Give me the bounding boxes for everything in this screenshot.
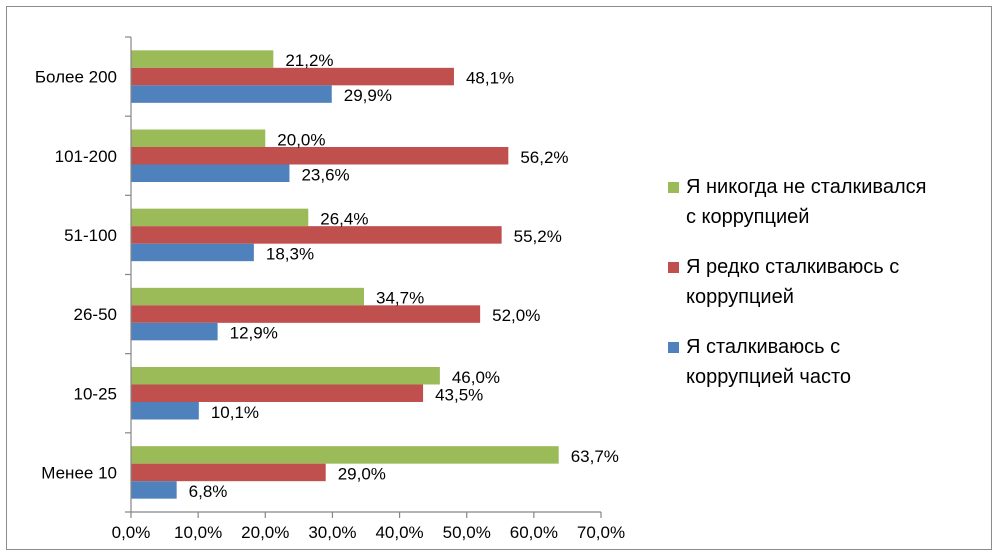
- legend-label: коррупцией часто: [686, 366, 851, 388]
- category-label: 10-25: [74, 384, 117, 403]
- data-label: 56,2%: [520, 148, 568, 167]
- x-tick-label: 30,0%: [308, 523, 356, 542]
- x-tick-label: 40,0%: [375, 523, 423, 542]
- bar: [131, 463, 326, 482]
- bar: [131, 67, 454, 86]
- bars-layer: [131, 50, 559, 499]
- bar: [131, 367, 440, 385]
- legend-label: Я никогда не сталкивался: [686, 176, 926, 198]
- data-label: 46,0%: [452, 368, 500, 387]
- bar: [131, 446, 559, 464]
- data-label: 18,3%: [266, 244, 314, 263]
- bar: [131, 481, 177, 499]
- x-tick-label: 0,0%: [112, 523, 151, 542]
- bar: [131, 85, 332, 103]
- legend-swatch: [668, 182, 679, 193]
- bar: [131, 226, 502, 244]
- bar: [131, 287, 364, 306]
- x-tick-label: 50,0%: [443, 523, 491, 542]
- legend-label: с коррупцией: [686, 206, 809, 228]
- category-label: 101-200: [55, 147, 117, 166]
- data-label: 55,2%: [514, 227, 562, 246]
- category-label: Менее 10: [41, 463, 117, 482]
- x-tick-label: 70,0%: [577, 523, 625, 542]
- bar: [131, 243, 254, 262]
- data-label: 43,5%: [435, 385, 483, 404]
- legend-item: Я редко сталкиваюсь с коррупцией: [668, 256, 899, 308]
- bar: [131, 208, 309, 227]
- legend-swatch: [668, 342, 679, 353]
- legend-label: Я редко сталкиваюсь с: [686, 256, 899, 278]
- legend: Я никогда не сталкивался с коррупцией Я ре…: [668, 176, 926, 388]
- bar: [131, 305, 481, 323]
- legend-label: Я сталкиваюсь с: [686, 336, 840, 358]
- data-label: 6,8%: [189, 482, 228, 501]
- data-label: 34,7%: [376, 289, 424, 308]
- data-label: 20,0%: [277, 130, 325, 149]
- category-label: 51-100: [64, 226, 117, 245]
- bar: [131, 50, 274, 68]
- axes-layer: Более 200 101-200 51-100 26-50 10-25 Менее 10…: [35, 36, 625, 542]
- data-label: 26,4%: [320, 209, 368, 228]
- bar: [131, 322, 218, 341]
- legend-item: Я никогда не сталкивался с коррупцией: [668, 176, 926, 228]
- bar: [131, 147, 509, 165]
- data-label: 21,2%: [285, 51, 333, 70]
- data-label: 52,0%: [492, 306, 540, 325]
- x-tick-label: 10,0%: [174, 523, 222, 542]
- legend-label: коррупцией: [686, 286, 794, 308]
- category-label: Более 200: [35, 68, 117, 87]
- bar: [131, 384, 424, 402]
- data-label: 63,7%: [571, 447, 619, 466]
- data-label: 48,1%: [466, 69, 514, 88]
- data-label: 29,9%: [344, 86, 392, 105]
- data-labels-layer: 21,2% 48,1% 29,9% 20,0% 56,2% 23,6% 26,4% 55,2%…: [189, 51, 619, 501]
- bar: [131, 164, 290, 182]
- category-label: 26-50: [74, 305, 117, 324]
- data-label: 29,0%: [338, 464, 386, 483]
- x-tick-label: 20,0%: [241, 523, 289, 542]
- bar: [131, 129, 266, 147]
- x-tick-label: 60,0%: [510, 523, 558, 542]
- legend-swatch: [668, 262, 679, 273]
- data-label: 10,1%: [211, 403, 259, 422]
- data-label: 23,6%: [301, 165, 349, 184]
- legend-item: Я сталкиваюсь с коррупцией часто: [668, 336, 851, 388]
- data-label: 12,9%: [230, 324, 278, 343]
- bar: [131, 402, 199, 420]
